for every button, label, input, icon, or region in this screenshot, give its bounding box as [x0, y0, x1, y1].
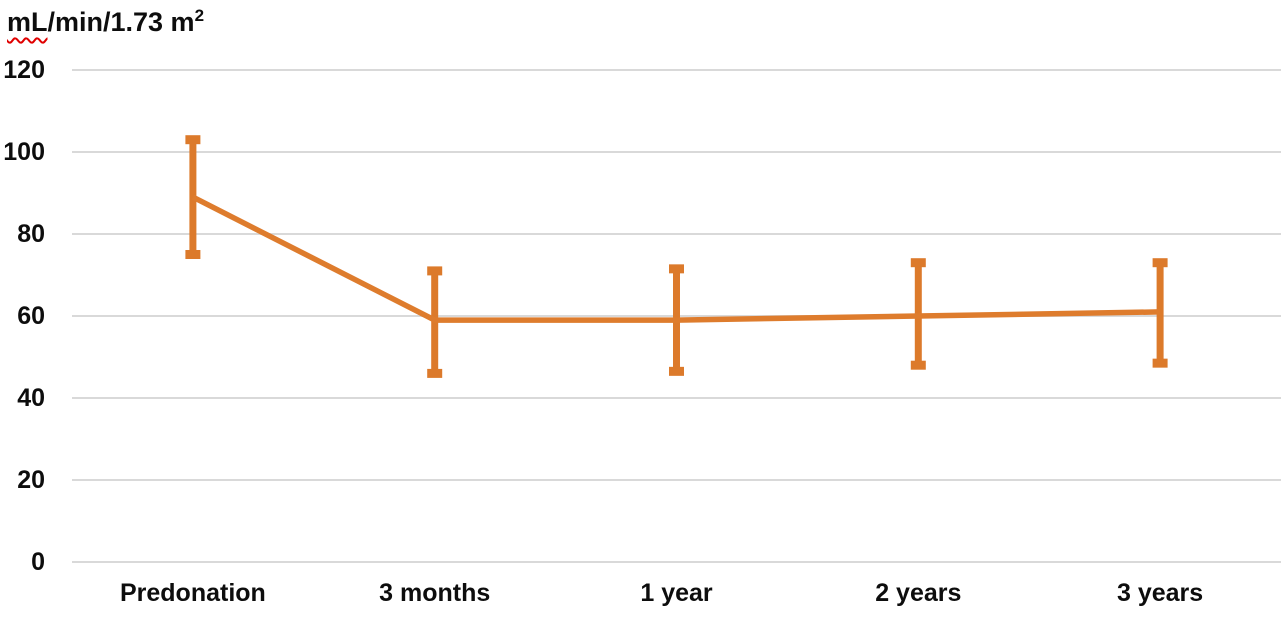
- chart-title: mL/min/1.73 m2: [7, 5, 204, 39]
- x-axis-label-predonation: Predonation: [119, 579, 266, 607]
- chart-title-unit-ml: mL: [7, 7, 48, 37]
- chart-title-rest: /min/1.73 m: [47, 7, 195, 37]
- y-tick-label-0: 0: [31, 548, 45, 576]
- x-axis-label-2-years: 2 years: [875, 579, 962, 607]
- x-axis-label-3-months: 3 months: [379, 579, 491, 607]
- y-tick-label-20: 20: [17, 466, 45, 494]
- y-tick-label-100: 100: [3, 138, 45, 166]
- data-line-mean-egfr: [191, 194, 1161, 323]
- x-axis-label-3-years: 3 years: [1116, 579, 1204, 607]
- y-tick-label-60: 60: [17, 302, 45, 330]
- y-tick-label-40: 40: [17, 384, 45, 412]
- y-tick-label-120: 120: [3, 56, 45, 84]
- x-axis-label-1-year: 1 year: [640, 579, 713, 607]
- y-tick-label-80: 80: [17, 220, 45, 248]
- chart-title-superscript: 2: [194, 6, 205, 25]
